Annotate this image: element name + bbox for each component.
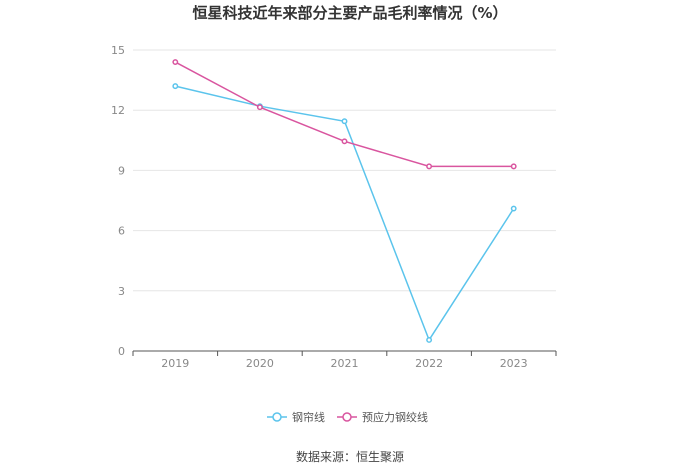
y-tick-label: 15 xyxy=(111,44,125,57)
y-tick-label: 6 xyxy=(118,225,125,238)
x-tick-label: 2022 xyxy=(415,357,443,370)
legend-label: 预应力钢绞线 xyxy=(362,410,428,424)
legend-item[interactable]: 钢帘线 xyxy=(267,410,325,424)
series-group xyxy=(172,59,517,343)
data-point xyxy=(341,118,348,125)
legend-marker xyxy=(342,412,352,422)
data-point xyxy=(426,337,433,343)
x-tick-label: 2019 xyxy=(161,357,189,370)
series-line xyxy=(175,85,515,342)
data-point xyxy=(256,104,263,111)
y-tick-label: 0 xyxy=(118,345,125,358)
y-tick-label: 3 xyxy=(118,285,125,298)
x-axis: 2019 2020 2021 2022 2023 xyxy=(132,350,557,370)
data-point xyxy=(510,205,517,212)
chart-title: 恒星科技近年来部分主要产品毛利率情况（%） xyxy=(192,4,508,22)
x-tick-label: 2023 xyxy=(500,357,528,370)
series-line xyxy=(174,61,514,168)
data-point xyxy=(172,83,179,90)
y-axis: 0 3 6 9 12 15 xyxy=(111,44,125,358)
data-point xyxy=(341,138,348,145)
grid-lines xyxy=(133,49,556,292)
data-point xyxy=(426,163,433,170)
x-tick-label: 2020 xyxy=(246,357,274,370)
legend-item[interactable]: 预应力钢绞线 xyxy=(337,410,428,424)
legend-label: 钢帘线 xyxy=(292,410,325,424)
y-tick-label: 12 xyxy=(111,104,125,117)
data-point xyxy=(172,59,179,65)
data-point xyxy=(510,163,517,170)
legend[interactable]: 钢帘线 预应力钢绞线 xyxy=(267,410,428,424)
legend-marker xyxy=(272,412,282,422)
x-tick-label: 2021 xyxy=(331,357,359,370)
y-tick-label: 9 xyxy=(118,164,125,177)
data-source: 数据来源：恒生聚源 xyxy=(295,450,404,464)
